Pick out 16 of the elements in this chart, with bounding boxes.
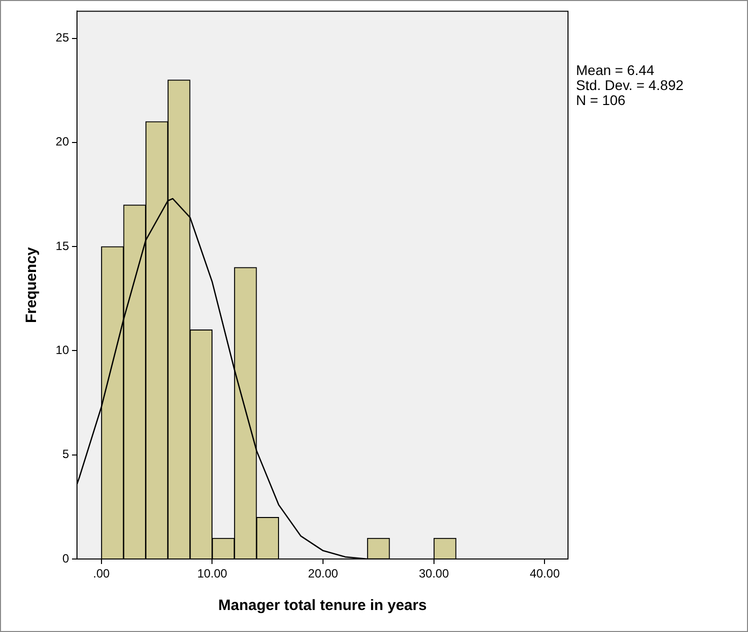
y-axis-title: Frequency: [23, 246, 40, 324]
y-tick-label: 5: [62, 447, 70, 462]
x-tick-label: 20.00: [308, 566, 338, 581]
y-tick-label: 10: [56, 343, 70, 358]
y-tick-label: 15: [56, 238, 70, 253]
text: Std. Dev. = 4.892: [576, 77, 684, 94]
x-tick-label: .00: [93, 566, 110, 581]
x-tick-label: 10.00: [197, 566, 228, 581]
text: N = 106: [576, 92, 626, 108]
x-tick-label: 30.00: [418, 566, 450, 581]
y-tick-label: 25: [56, 30, 70, 45]
x-tick-label: 40.00: [530, 566, 560, 581]
x-axis-title: Manager total tenure in years: [218, 597, 427, 614]
y-tick-label: 20: [56, 134, 70, 149]
text: Mean = 6.44: [576, 62, 654, 78]
y-tick-label: 0: [62, 551, 70, 566]
